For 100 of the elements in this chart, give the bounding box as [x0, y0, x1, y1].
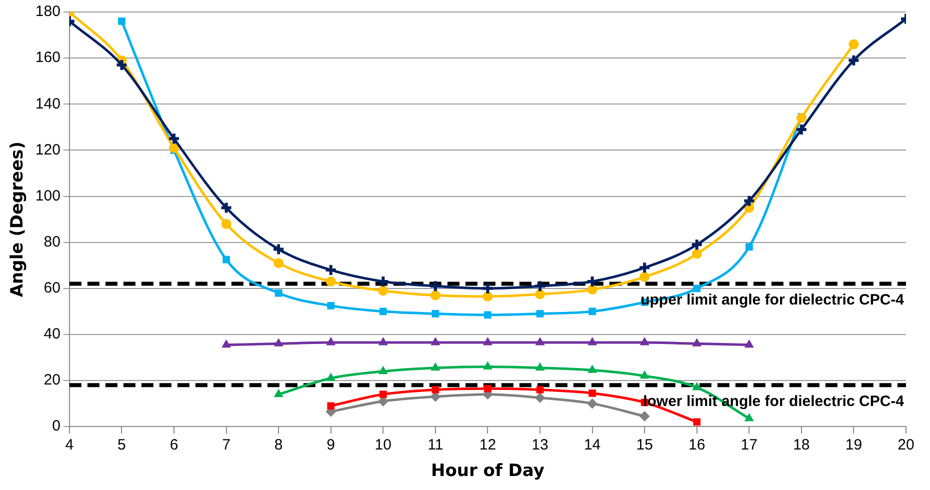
point	[536, 310, 544, 318]
point	[430, 290, 440, 300]
x-tick-label: 7	[222, 436, 230, 454]
point	[324, 263, 338, 276]
point	[693, 284, 701, 292]
point	[794, 122, 808, 136]
point	[274, 289, 282, 297]
point	[638, 261, 652, 274]
point	[692, 338, 702, 346]
x-tick-label: 9	[326, 436, 336, 454]
point	[744, 414, 754, 422]
point	[326, 373, 336, 381]
point	[484, 384, 492, 392]
x-axis-title: Hour of Day	[430, 461, 544, 482]
point	[693, 418, 701, 426]
y-tick-label: 80	[44, 233, 60, 250]
y-tick-label: 100	[35, 187, 60, 204]
point	[431, 362, 440, 371]
y-tick-label: 20	[44, 372, 60, 389]
y-tick-label: 180	[35, 3, 60, 20]
point	[640, 272, 650, 282]
x-tick-label: 15	[636, 436, 653, 454]
y-tick-label: 160	[35, 49, 60, 66]
point	[274, 338, 283, 346]
point	[744, 340, 754, 348]
point	[222, 256, 230, 264]
point	[847, 54, 860, 67]
x-tick-label: 10	[374, 436, 392, 454]
point	[536, 338, 544, 346]
point	[222, 340, 231, 348]
point	[378, 338, 388, 346]
y-tick-label: 120	[35, 141, 60, 158]
x-tick-label: 20	[898, 436, 914, 454]
point	[274, 258, 284, 268]
point	[379, 390, 387, 398]
point	[534, 280, 546, 293]
point	[327, 402, 335, 410]
y-tick-label: 0	[52, 418, 60, 435]
x-tick-label: 14	[584, 436, 601, 454]
point	[586, 274, 599, 288]
point	[588, 338, 597, 346]
point	[326, 276, 336, 286]
x-tick-label: 18	[793, 436, 810, 454]
point	[376, 274, 390, 288]
point	[640, 411, 650, 422]
point	[536, 386, 544, 394]
point	[742, 194, 756, 208]
x-tick-label: 13	[532, 436, 548, 454]
x-tick-label: 6	[170, 436, 178, 454]
point	[484, 311, 492, 319]
point	[588, 390, 596, 397]
point	[640, 370, 649, 379]
x-tick-label: 8	[274, 436, 283, 454]
ref-line-label: lower limit angle for dielectric CPC-4	[643, 392, 905, 410]
y-tick-label: 60	[44, 280, 60, 297]
x-tick-label: 17	[740, 436, 758, 454]
point	[428, 280, 442, 293]
point	[431, 338, 440, 346]
y-axis-title: Angle (Degrees)	[8, 141, 28, 298]
point	[690, 238, 704, 252]
y-tick-label: 140	[35, 95, 60, 112]
point	[796, 112, 806, 123]
point	[640, 338, 649, 346]
point	[588, 308, 596, 316]
point	[481, 282, 494, 295]
point	[430, 392, 440, 402]
point	[482, 291, 493, 302]
point	[535, 392, 545, 403]
point	[432, 386, 440, 394]
point	[535, 289, 545, 300]
point	[432, 310, 440, 318]
y-tick-label: 40	[44, 326, 60, 343]
point	[692, 382, 702, 390]
point	[483, 362, 492, 370]
point	[848, 39, 859, 50]
point	[326, 338, 336, 346]
point	[327, 302, 335, 310]
point	[220, 201, 233, 214]
x-tick-label: 16	[688, 436, 706, 454]
point	[115, 58, 128, 72]
point	[221, 218, 232, 229]
point	[379, 308, 387, 316]
x-tick-label: 19	[845, 436, 862, 454]
point	[588, 365, 597, 373]
point	[536, 362, 544, 371]
point	[272, 242, 286, 256]
point	[274, 389, 283, 398]
point	[692, 248, 702, 259]
point	[118, 18, 126, 25]
point	[378, 286, 388, 296]
point	[483, 338, 492, 346]
x-tick-label: 11	[428, 436, 444, 454]
point	[378, 366, 388, 374]
x-tick-label: 5	[118, 436, 126, 454]
x-tick-label: 12	[479, 436, 496, 454]
point	[587, 398, 598, 409]
point	[745, 243, 753, 251]
x-tick-label: 4	[65, 436, 74, 454]
point	[168, 132, 180, 146]
point	[587, 284, 598, 295]
